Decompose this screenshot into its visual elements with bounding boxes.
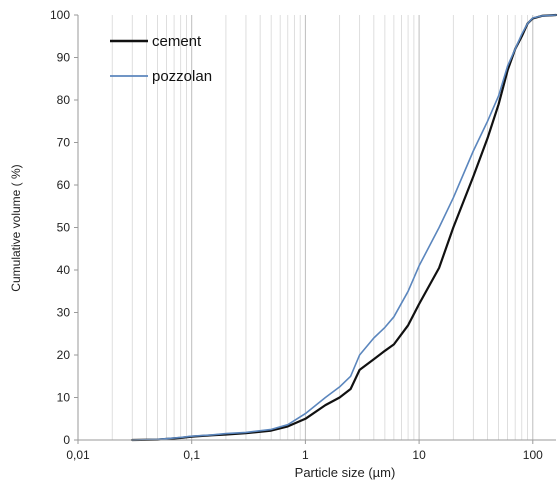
x-tick-label: 1 xyxy=(302,448,309,462)
x-tick-label: 10 xyxy=(412,448,426,462)
y-tick-label: 0 xyxy=(63,433,70,447)
y-tick-label: 30 xyxy=(57,306,71,320)
y-tick-label: 20 xyxy=(57,348,71,362)
x-tick-label: 0,01 xyxy=(66,448,90,462)
x-tick-label: 100 xyxy=(523,448,543,462)
y-tick-label: 90 xyxy=(57,51,71,65)
grid-lines xyxy=(77,15,534,440)
series-layer xyxy=(131,13,558,442)
x-axis-label: Particle size (µm) xyxy=(295,465,396,480)
y-tick-label: 100 xyxy=(50,8,70,22)
y-axis-label: Cumulative volume ( %) xyxy=(9,164,23,291)
legend-label-pozzolan: pozzolan xyxy=(152,68,212,85)
y-tick-label: 80 xyxy=(57,93,71,107)
legend-label-cement: cement xyxy=(152,33,202,50)
y-tick-label: 10 xyxy=(57,391,71,405)
y-tick-label: 40 xyxy=(57,263,71,277)
legend: cement pozzolan xyxy=(110,33,212,85)
y-tick-label: 70 xyxy=(57,136,71,150)
series-line-pozzolan xyxy=(131,14,557,441)
tick-labels: 0 10 20 30 40 50 60 70 80 90 100 0,01 0,1 1 10 100 xyxy=(50,8,543,462)
x-tick-label: 0,1 xyxy=(183,448,200,462)
y-tick-label: 50 xyxy=(57,221,71,235)
y-tick-label: 60 xyxy=(57,178,71,192)
